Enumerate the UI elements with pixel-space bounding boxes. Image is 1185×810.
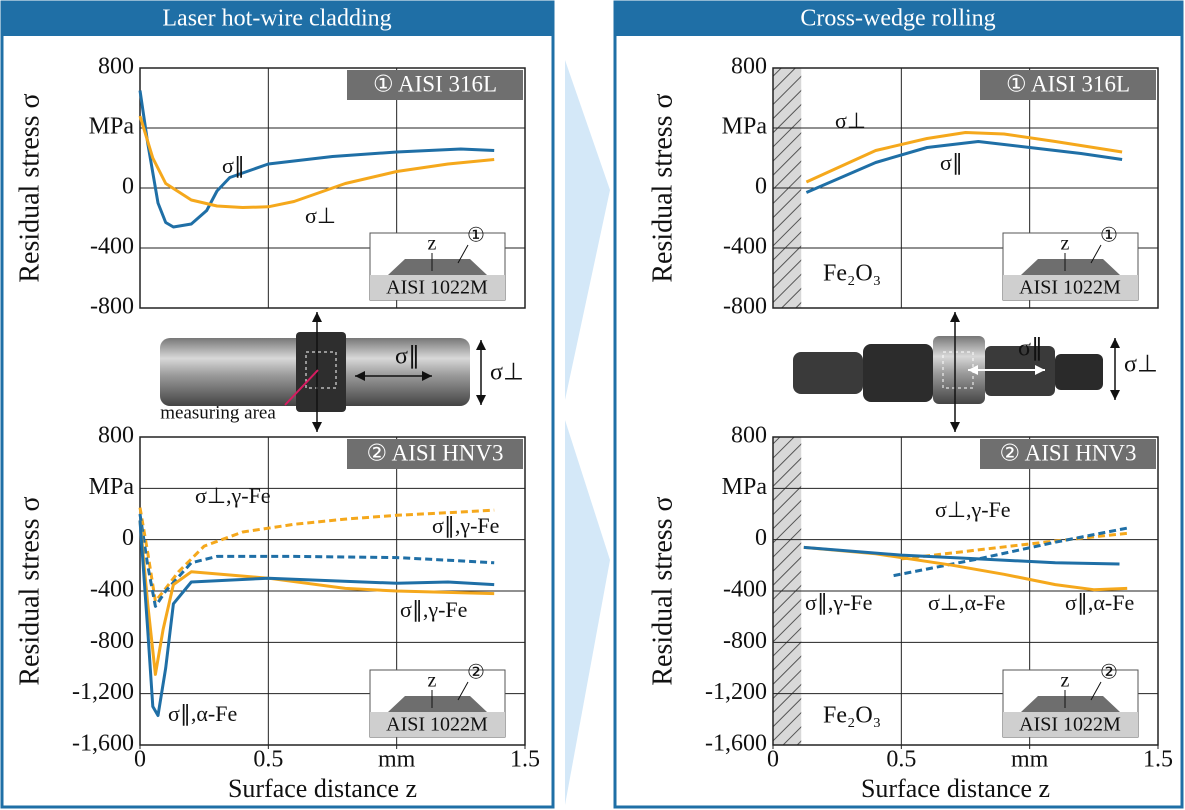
- inset-number: ②: [467, 662, 485, 684]
- badge-label: ② AISI HNV3: [1000, 440, 1137, 465]
- inset-number: ②: [1100, 662, 1118, 684]
- photo-label: measuring area: [160, 402, 276, 423]
- y-axis-label: Residual stress σ: [14, 496, 45, 685]
- inset: z ② AISI 1022M: [1003, 662, 1138, 737]
- photo: [793, 312, 1120, 432]
- arrow-chevron: [565, 60, 610, 400]
- series-label: σ⊥: [305, 203, 336, 228]
- inset-clad: [388, 259, 487, 275]
- y-tick-label: -800: [723, 294, 767, 320]
- series-label: σ∥,γ-Fe: [805, 590, 872, 615]
- inset-label: z: [1061, 233, 1070, 255]
- series-label: σ⊥,γ-Fe: [195, 483, 271, 508]
- y-tick-label: 800: [731, 423, 767, 449]
- x-tick-label: 0.5: [253, 747, 283, 773]
- y-tick-label: -1,600: [705, 731, 767, 757]
- y-tick-label: -400: [90, 577, 134, 603]
- x-tick-label: mm: [378, 747, 416, 773]
- photo-label: σ⊥: [490, 360, 524, 386]
- inset: z ② AISI 1022M: [370, 662, 505, 737]
- photo-label: σ∥: [395, 344, 420, 370]
- y-tick-label: MPa: [722, 114, 768, 140]
- y-tick-label: -400: [723, 577, 767, 603]
- inset: z ① AISI 1022M: [370, 225, 505, 300]
- panel-title: Laser hot-wire cladding: [162, 6, 391, 32]
- inset-label: z: [1061, 670, 1070, 692]
- arrow-chevron: [565, 420, 610, 805]
- y-tick-label: 800: [98, 423, 134, 449]
- series-label: σ∥,γ-Fe: [400, 597, 467, 622]
- badge-label: ① AISI 316L: [1006, 71, 1130, 96]
- annotation: Fe₂O₃: [823, 703, 881, 729]
- y-tick-label: 0: [755, 525, 767, 551]
- y-tick-label: MPa: [89, 474, 135, 500]
- y-tick-label: 800: [731, 54, 767, 80]
- x-tick-label: 1.5: [510, 747, 540, 773]
- inset-substrate-label: AISI 1022M: [386, 277, 488, 299]
- y-tick-label: 0: [755, 174, 767, 200]
- inset-clad: [388, 696, 487, 712]
- annotation: Fe₂O₃: [823, 261, 881, 287]
- y-tick-label: MPa: [89, 114, 135, 140]
- x-tick-label: 0: [767, 747, 779, 773]
- y-tick-label: MPa: [722, 474, 768, 500]
- x-tick-label: 0: [134, 747, 146, 773]
- photo-label: σ∥: [1018, 336, 1043, 362]
- y-tick-label: 800: [98, 54, 134, 80]
- x-tick-label: 0.5: [886, 747, 916, 773]
- series-label: σ⊥,γ-Fe: [935, 497, 1011, 522]
- x-tick-label: 1.5: [1143, 747, 1173, 773]
- badge-label: ② AISI HNV3: [367, 440, 504, 465]
- y-tick-label: 0: [122, 525, 134, 551]
- y-axis-label: Residual stress σ: [647, 496, 678, 685]
- series-label: σ∥,α-Fe: [168, 701, 237, 726]
- series-label: σ⊥: [835, 108, 866, 133]
- x-axis-label: Surface distance z: [861, 774, 1050, 803]
- series-label: σ∥: [940, 150, 963, 175]
- inset-substrate-label: AISI 1022M: [1019, 277, 1121, 299]
- series-label: σ∥: [222, 153, 245, 178]
- y-tick-label: -1,200: [705, 679, 767, 705]
- y-tick-label: -400: [723, 234, 767, 260]
- inset: z ① AISI 1022M: [1003, 225, 1138, 300]
- inset-number: ①: [467, 225, 485, 247]
- series-label: σ∥,α-Fe: [1065, 590, 1134, 615]
- inset-clad: [1021, 696, 1120, 712]
- panel-title: Cross-wedge rolling: [800, 6, 995, 32]
- series-label: σ∥,γ-Fe: [432, 513, 499, 538]
- y-tick-label: 0: [122, 174, 134, 200]
- y-tick-label: -800: [90, 628, 134, 654]
- inset-number: ①: [1100, 225, 1118, 247]
- inset-substrate-label: AISI 1022M: [386, 714, 488, 736]
- inset-label: z: [428, 670, 437, 692]
- inset-substrate-label: AISI 1022M: [1019, 714, 1121, 736]
- series-label: σ⊥,α-Fe: [928, 590, 1005, 615]
- y-tick-label: -400: [90, 234, 134, 260]
- badge-label: ① AISI 316L: [373, 71, 497, 96]
- inset-label: z: [428, 233, 437, 255]
- y-axis-label: Residual stress σ: [14, 93, 45, 282]
- figure: Laser hot-wire cladding Cross-wedge roll…: [0, 0, 1185, 810]
- y-tick-label: -800: [90, 294, 134, 320]
- photo-label: σ⊥: [1124, 352, 1158, 378]
- x-tick-label: mm: [1011, 747, 1049, 773]
- inset-clad: [1021, 259, 1120, 275]
- y-tick-label: -1,200: [72, 679, 134, 705]
- y-tick-label: -1,600: [72, 731, 134, 757]
- x-axis-label: Surface distance z: [228, 774, 417, 803]
- y-tick-label: -800: [723, 628, 767, 654]
- y-axis-label: Residual stress σ: [647, 93, 678, 282]
